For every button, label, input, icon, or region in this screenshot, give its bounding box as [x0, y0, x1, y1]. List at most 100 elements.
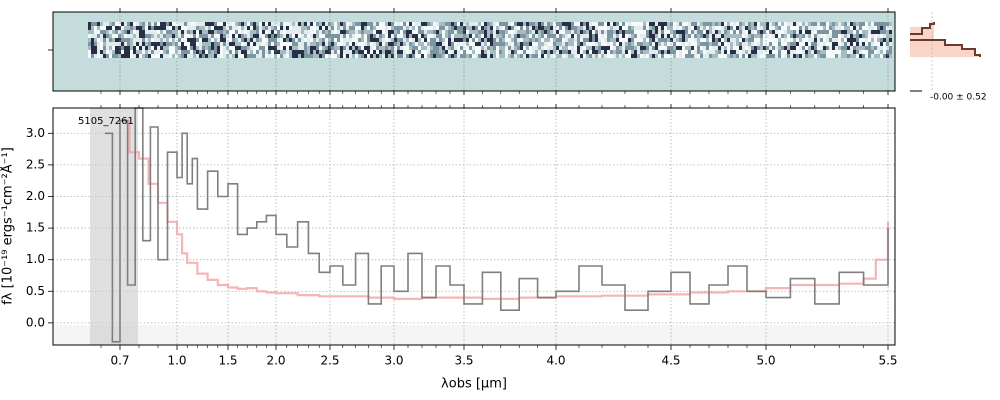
spectrum-2d-pixel — [142, 50, 145, 54]
spectrum-2d-pixel — [385, 26, 388, 30]
spectrum-2d-pixel — [742, 50, 745, 54]
spectrum-2d-pixel — [472, 42, 475, 46]
spectrum-2d-pixel — [337, 22, 340, 26]
spectrum-2d-pixel — [163, 26, 166, 30]
spectrum-2d-pixel — [505, 54, 508, 58]
spectrum-2d-pixel — [451, 42, 454, 46]
spectrum-2d-pixel — [388, 34, 391, 38]
spectrum-2d-pixel — [733, 42, 736, 46]
spectrum-2d-pixel — [685, 54, 688, 58]
spectrum-2d-pixel — [322, 34, 325, 38]
spectrum-2d-pixel — [274, 22, 277, 26]
spectrum-2d-pixel — [262, 42, 265, 46]
spectrum-2d-pixel — [241, 22, 244, 26]
spectrum-2d-pixel — [703, 54, 706, 58]
spectrum-2d-pixel — [388, 22, 391, 26]
spectrum-2d-pixel — [196, 26, 199, 30]
spectrum-2d-pixel — [727, 54, 730, 58]
spectrum-2d-pixel — [226, 22, 229, 26]
spectrum-2d-pixel — [883, 26, 886, 30]
spectrum-2d-pixel — [745, 34, 748, 38]
spectrum-2d-pixel — [400, 34, 403, 38]
spectrum-2d-pixel — [355, 46, 358, 50]
spectrum-2d-pixel — [790, 26, 793, 30]
spectrum-2d-pixel — [157, 30, 160, 34]
spectrum-2d-pixel — [151, 30, 154, 34]
spectrum-2d-pixel — [364, 34, 367, 38]
spectrum-2d-pixel — [334, 26, 337, 30]
spectrum-2d-pixel — [325, 46, 328, 50]
spectrum-2d-pixel — [244, 30, 247, 34]
spectrum-2d-pixel — [190, 50, 193, 54]
spectrum-2d-pixel — [742, 22, 745, 26]
spectrum-2d-pixel — [457, 42, 460, 46]
spectrum-2d-pixel — [673, 50, 676, 54]
spectrum-2d-pixel — [172, 42, 175, 46]
spectrum-2d-pixel — [874, 42, 877, 46]
spectrum-2d-pixel — [568, 26, 571, 30]
spectrum-2d-pixel — [178, 50, 181, 54]
x-tick-label: 0.7 — [110, 354, 129, 368]
spectrum-2d-pixel — [793, 34, 796, 38]
spectrum-2d-pixel — [778, 26, 781, 30]
spectrum-2d-pixel — [622, 22, 625, 26]
spectrum-2d-pixel — [259, 30, 262, 34]
spectrum-2d-pixel — [874, 26, 877, 30]
spectrum-2d-pixel — [712, 38, 715, 42]
spectrum-2d-pixel — [817, 50, 820, 54]
spectrum-2d-pixel — [205, 22, 208, 26]
spectrum-2d-pixel — [751, 50, 754, 54]
spectrum-2d-pixel — [226, 26, 229, 30]
spectrum-2d-pixel — [310, 30, 313, 34]
spectrum-2d-pixel — [307, 54, 310, 58]
spectrum-2d-pixel — [265, 54, 268, 58]
spectrum-2d-pixel — [130, 26, 133, 30]
spectrum-2d-pixel — [487, 34, 490, 38]
spectrum-2d-pixel — [661, 46, 664, 50]
spectrum-2d-pixel — [529, 22, 532, 26]
spectrum-2d-pixel — [823, 54, 826, 58]
spectrum-2d-pixel — [877, 42, 880, 46]
spectrum-2d-pixel — [880, 54, 883, 58]
spectrum-2d-pixel — [127, 22, 130, 26]
spectrum-2d-pixel — [475, 22, 478, 26]
spectrum-2d-pixel — [397, 54, 400, 58]
spectrum-2d-pixel — [541, 38, 544, 42]
spectrum-2d-pixel — [616, 54, 619, 58]
spectrum-2d-pixel — [412, 34, 415, 38]
spectrum-2d-pixel — [754, 22, 757, 26]
spectrum-2d-pixel — [577, 46, 580, 50]
spectrum-2d-pixel — [826, 38, 829, 42]
spectrum-2d-pixel — [415, 30, 418, 34]
spectrum-2d-pixel — [838, 46, 841, 50]
spectrum-2d-pixel — [445, 42, 448, 46]
spectrum-2d-pixel — [562, 34, 565, 38]
spectrum-2d-pixel — [265, 22, 268, 26]
spectrum-2d-pixel — [442, 50, 445, 54]
spectrum-2d-pixel — [517, 42, 520, 46]
spectrum-2d-pixel — [529, 54, 532, 58]
spectrum-2d-pixel — [316, 30, 319, 34]
spectrum-2d-pixel — [292, 34, 295, 38]
spectrum-2d-pixel — [868, 42, 871, 46]
spectrum-2d-pixel — [127, 26, 130, 30]
spectrum-2d-pixel — [451, 26, 454, 30]
spectrum-2d-pixel — [850, 54, 853, 58]
spectrum-2d-pixel — [328, 42, 331, 46]
spectrum-2d-pixel — [514, 30, 517, 34]
spectrum-2d-pixel — [793, 30, 796, 34]
spectrum-2d-pixel — [385, 50, 388, 54]
spectrum-2d-pixel — [598, 30, 601, 34]
spectrum-2d-pixel — [490, 30, 493, 34]
spectrum-2d-pixel — [109, 54, 112, 58]
spectrum-2d-pixel — [472, 22, 475, 26]
spectrum-2d-pixel — [817, 38, 820, 42]
spectrum-2d-pixel — [604, 38, 607, 42]
spectrum-2d-pixel — [400, 50, 403, 54]
spectrum-2d-pixel — [364, 38, 367, 42]
spectrum-2d-pixel — [421, 42, 424, 46]
spectrum-2d-pixel — [235, 34, 238, 38]
spectrum-2d-pixel — [166, 50, 169, 54]
spectrum-2d-pixel — [835, 34, 838, 38]
spectrum-2d-pixel — [292, 38, 295, 42]
